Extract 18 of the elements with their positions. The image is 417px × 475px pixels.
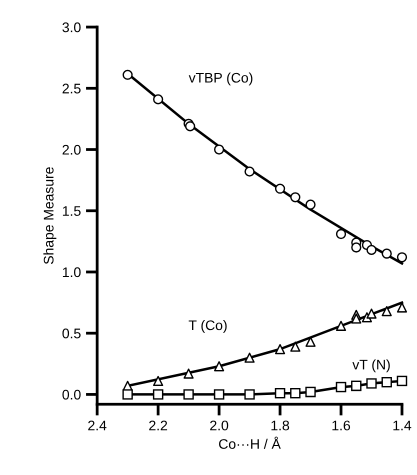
x-tick-label: 2.2 [149,420,168,430]
y-axis-title: Shape Measure [43,167,56,264]
x-tick-label: 2.4 [88,420,106,430]
series-label: vT (N) [352,359,390,372]
y-tick-label: 2.5 [62,84,81,94]
x-tick-label: 1.6 [332,420,350,430]
x-tick-label: 2.0 [210,420,228,430]
y-tick-label: 1.0 [62,267,81,278]
x-axis-title: Co···H / Å [219,436,281,449]
text: vTBP (Co) [188,72,252,86]
y-tick-label: 3.0 [62,22,81,32]
x-tick-label: 1.8 [271,420,290,430]
x-tick-label: 1.4 [393,420,412,430]
y-tick-label: 0.5 [62,328,81,338]
y-tick-label: 1.5 [62,206,81,216]
y-tick-label: 2.0 [62,144,81,155]
y-tick-label: 0.0 [62,390,81,400]
text: T (Co) [188,320,227,333]
